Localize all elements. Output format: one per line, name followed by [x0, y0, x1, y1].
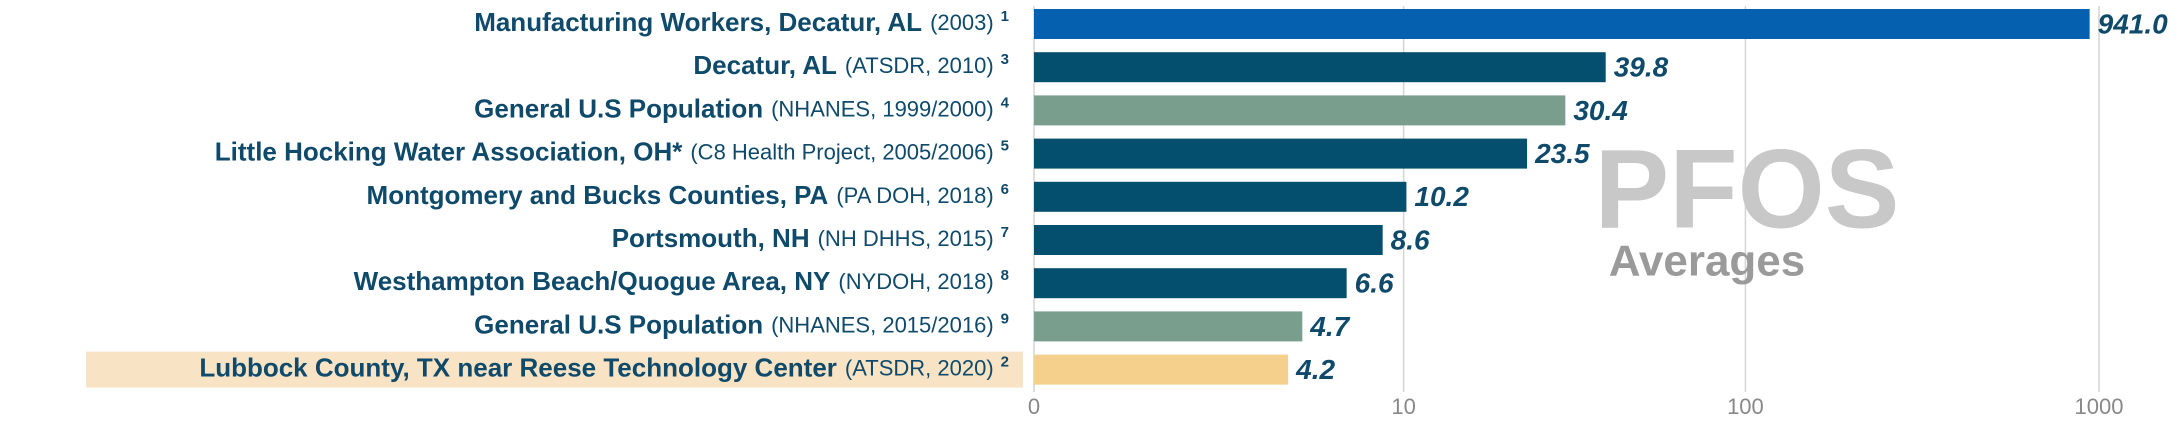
category-source: (2003) [930, 10, 994, 35]
category-note: 9 [1001, 310, 1009, 327]
category-name: Lubbock County, TX near Reese Technology… [199, 352, 837, 382]
category-source: (PA DOH, 2018) [836, 183, 993, 208]
category-note: 8 [1001, 267, 1009, 284]
category-source: (NH DHHS, 2015) [818, 226, 994, 251]
category-note: 6 [1001, 181, 1009, 198]
category-name: General U.S Population [474, 93, 763, 123]
category-label: Lubbock County, TX near Reese Technology… [199, 352, 1009, 382]
bar [1034, 95, 1566, 126]
x-tick-label: 0 [1028, 394, 1040, 419]
value-label: 4.7 [1309, 311, 1350, 342]
value-label: 23.5 [1534, 138, 1590, 169]
category-label: Montgomery and Bucks Counties, PA (PA DOH… [367, 180, 1009, 210]
category-source: (ATSDR, 2010) [845, 53, 994, 78]
value-label: 8.6 [1391, 224, 1430, 255]
value-label: 4.2 [1295, 354, 1335, 385]
x-tick-label: 1000 [2075, 394, 2124, 419]
category-note: 4 [1001, 94, 1010, 111]
bar [1034, 138, 1528, 169]
category-label: Westhampton Beach/Quogue Area, NY (NYDOH,… [354, 266, 1009, 296]
bar [1034, 354, 1289, 385]
value-label: 30.4 [1573, 95, 1628, 126]
category-note: 3 [1001, 51, 1009, 68]
category-source: (ATSDR, 2020) [845, 355, 994, 380]
value-label: 6.6 [1355, 268, 1394, 299]
value-label: 941.0 [2098, 8, 2168, 39]
category-label: Decatur, AL (ATSDR, 2010) 3 [693, 50, 1009, 80]
category-label: General U.S Population (NHANES, 2015/2016… [474, 309, 1009, 339]
category-label: General U.S Population (NHANES, 1999/2000… [474, 93, 1010, 123]
category-source: (NHANES, 1999/2000) [771, 96, 994, 121]
category-source: (NHANES, 2015/2016) [771, 312, 994, 337]
bar [1034, 181, 1407, 212]
bar [1034, 52, 1606, 83]
value-label: 10.2 [1414, 181, 1469, 212]
category-label: Little Hocking Water Association, OH* (C8… [215, 136, 1009, 166]
bar [1034, 225, 1383, 255]
x-tick-label: 100 [1727, 394, 1764, 419]
x-tick-label: 10 [1391, 394, 1415, 419]
category-note: 2 [1001, 354, 1009, 371]
value-label: 39.8 [1614, 52, 1669, 83]
highlight-band [86, 351, 1023, 388]
category-name: Montgomery and Bucks Counties, PA [367, 180, 829, 210]
category-name: General U.S Population [474, 309, 763, 339]
category-note: 5 [1001, 138, 1009, 155]
bar [1034, 311, 1303, 342]
category-source: (C8 Health Project, 2005/2006) [690, 139, 993, 164]
category-name: Manufacturing Workers, Decatur, AL [474, 7, 922, 37]
category-name: Portsmouth, NH [612, 223, 810, 253]
bar [1034, 9, 2090, 39]
annotation-subtitle: Averages [1609, 237, 1806, 286]
category-name: Decatur, AL [693, 50, 837, 80]
bar [1034, 268, 1347, 299]
annotation: PFOS [1595, 127, 1900, 252]
category-label: Manufacturing Workers, Decatur, AL (2003)… [474, 7, 1009, 37]
category-note: 7 [1001, 224, 1009, 241]
category-name: Little Hocking Water Association, OH* [215, 136, 683, 166]
category-name: Westhampton Beach/Quogue Area, NY [354, 266, 831, 296]
category-label: Portsmouth, NH (NH DHHS, 2015) 7 [612, 223, 1009, 253]
category-note: 1 [1001, 8, 1009, 25]
category-source: (NYDOH, 2018) [838, 269, 993, 294]
